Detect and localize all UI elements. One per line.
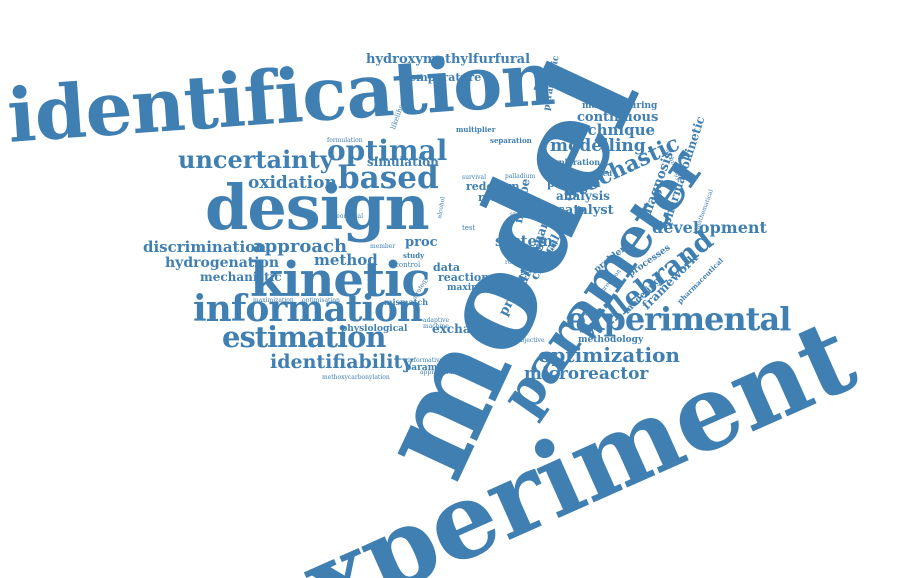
word-continuous: continuous [577,110,659,125]
word-hydroxymethylfurfural: hydroxymethylfurfural [366,52,531,67]
word-methodology: methodology [578,335,644,345]
word-method: method [314,251,378,269]
word-experimental: experimental [566,300,791,338]
word-design: design [205,171,430,244]
word-reactor: reactor [478,191,523,204]
word-modelling: modelling [550,136,646,156]
word-identifiability: identifiability [270,351,414,373]
word-member: member [370,243,396,250]
word-machine: machine [423,323,449,330]
word-maximization: maximization [253,297,294,304]
word-theoretical: theoretical [330,213,364,220]
word-formulation: formulation [327,137,363,144]
word-study: study [403,251,425,260]
word-approach: approach [253,236,348,257]
word-reaction: reaction [438,271,490,284]
word-test: test [462,224,476,232]
word-platform: platform [547,177,601,190]
word-catalyst: catalyst [557,203,614,218]
word-parametrization: parametrization [405,363,487,373]
word-space: space [510,211,528,218]
word-optimisation: optimisation [302,297,340,304]
word-mismatch: mismatch [384,297,429,307]
word-exploration: exploration [549,157,601,167]
word-adaptive: adaptive [423,317,450,324]
word-analysis: analysis [556,189,610,203]
word-separation: separation [490,136,532,145]
word-objective: objective [517,337,545,344]
word-manufacturing: manufacturing [582,101,658,111]
word-multiplier: multiplier [456,125,496,134]
word-robust: robust [505,259,525,266]
word-approximated: approximated [420,369,463,376]
word-information: information [193,288,423,330]
word-development: development [652,218,767,237]
word-simulation: simulation [367,155,439,169]
word-based: based [338,160,439,196]
word-uncertainty: uncertainty [178,145,334,174]
word-survival: survival [462,174,487,181]
word-proc: proc [405,235,438,250]
word-alcohol: alcohol [436,196,447,220]
word-hydrogenation: hydrogenation [165,255,280,271]
word-palladium: palladium [505,173,536,180]
word-estimation: estimation [222,320,387,354]
word-discrimination: discrimination [143,238,267,256]
word-maximum: maximum [447,283,497,293]
word-temperature: temperature [404,71,482,84]
word-oxidation: oxidation [248,173,337,193]
word-mechanistic: mechanistic [200,270,282,284]
word-physiological: physiological [341,324,408,334]
word-redesign: redesign [466,180,520,193]
word-identification: identification [4,35,557,160]
word-optimization: optimization [538,343,680,367]
word-kinetic: kinetic [250,252,431,308]
word-automated: automated [570,169,613,178]
word-control: control [395,261,421,269]
word-data: data [433,261,461,274]
word-exchange: exchange [432,322,496,336]
word-informative: informative [408,357,444,364]
word-system: system [495,232,553,250]
word-microreactor: microreactor [524,364,649,384]
word-technique: technique [571,121,656,139]
word-optimal: optimal [327,134,448,167]
word-methoxycarbonylation: methoxycarbonylation [322,374,390,381]
